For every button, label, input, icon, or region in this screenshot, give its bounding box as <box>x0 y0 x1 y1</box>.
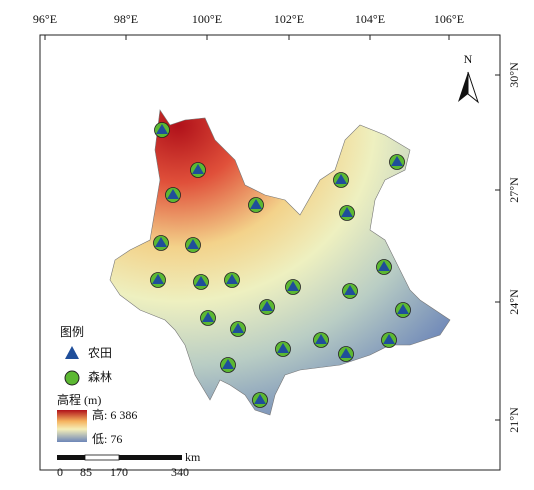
longitude-label: 106°E <box>434 12 464 26</box>
longitude-label: 98°E <box>114 12 138 26</box>
site-triangle <box>152 274 164 284</box>
north-label: N <box>464 52 473 66</box>
scale-label: 0 <box>57 465 63 479</box>
site-triangle <box>232 323 244 333</box>
site-triangle <box>202 312 214 322</box>
longitude-label: 102°E <box>274 12 304 26</box>
site-triangle <box>261 301 273 311</box>
legend-circle <box>64 370 80 386</box>
latitude-labels: 30°N 27°N 24°N 21°N <box>495 62 521 433</box>
site-triangle <box>195 276 207 286</box>
site-triangle <box>156 124 168 134</box>
site-triangle <box>254 394 266 404</box>
north-arrow: N <box>458 52 480 104</box>
province-relief <box>109 109 451 416</box>
site-triangle <box>383 334 395 344</box>
site-triangle <box>250 199 262 209</box>
site-triangle <box>344 285 356 295</box>
scale-unit: km <box>185 450 201 464</box>
elevation-high: 高: 6 386 <box>92 407 137 422</box>
latitude-label: 30°N <box>507 62 521 88</box>
scale-bar: 0 85 170 340 km <box>57 450 201 479</box>
site-triangle <box>192 164 204 174</box>
site-triangle <box>315 334 327 344</box>
legend: 图例 农田 森林 高程 (m) 高: 6 386 低: 76 <box>57 325 137 446</box>
legend-item: 农田 <box>88 346 112 360</box>
site-triangle <box>378 261 390 271</box>
site-triangle <box>277 343 289 353</box>
site-triangle <box>341 207 353 217</box>
elevation-low: 低: 76 <box>92 432 122 446</box>
site-triangle <box>287 281 299 291</box>
longitude-label: 104°E <box>355 12 385 26</box>
sites <box>150 122 411 408</box>
elevation-title: 高程 (m) <box>57 392 101 407</box>
site-triangle <box>187 239 199 249</box>
scale-label: 85 <box>80 465 92 479</box>
latitude-label: 27°N <box>507 177 521 203</box>
site-triangle <box>340 348 352 358</box>
longitude-labels: 96°E 98°E 100°E 102°E 104°E 106°E <box>33 12 464 40</box>
site-triangle <box>155 237 167 247</box>
latitude-label: 21°N <box>507 407 521 433</box>
longitude-label: 100°E <box>192 12 222 26</box>
site-triangle <box>222 359 234 369</box>
site-triangle <box>391 156 403 166</box>
legend-triangle <box>65 346 79 359</box>
site-triangle <box>335 174 347 184</box>
elevation-bar <box>57 410 87 442</box>
scale-label: 170 <box>110 465 128 479</box>
longitude-label: 96°E <box>33 12 57 26</box>
legend-title: 图例 <box>60 325 84 339</box>
site-triangle <box>167 189 179 199</box>
scale-label: 340 <box>171 465 189 479</box>
site-triangle <box>226 274 238 284</box>
legend-item: 森林 <box>88 369 112 384</box>
map-frame <box>39 34 501 471</box>
site-triangle <box>397 304 409 314</box>
latitude-label: 24°N <box>507 289 521 315</box>
